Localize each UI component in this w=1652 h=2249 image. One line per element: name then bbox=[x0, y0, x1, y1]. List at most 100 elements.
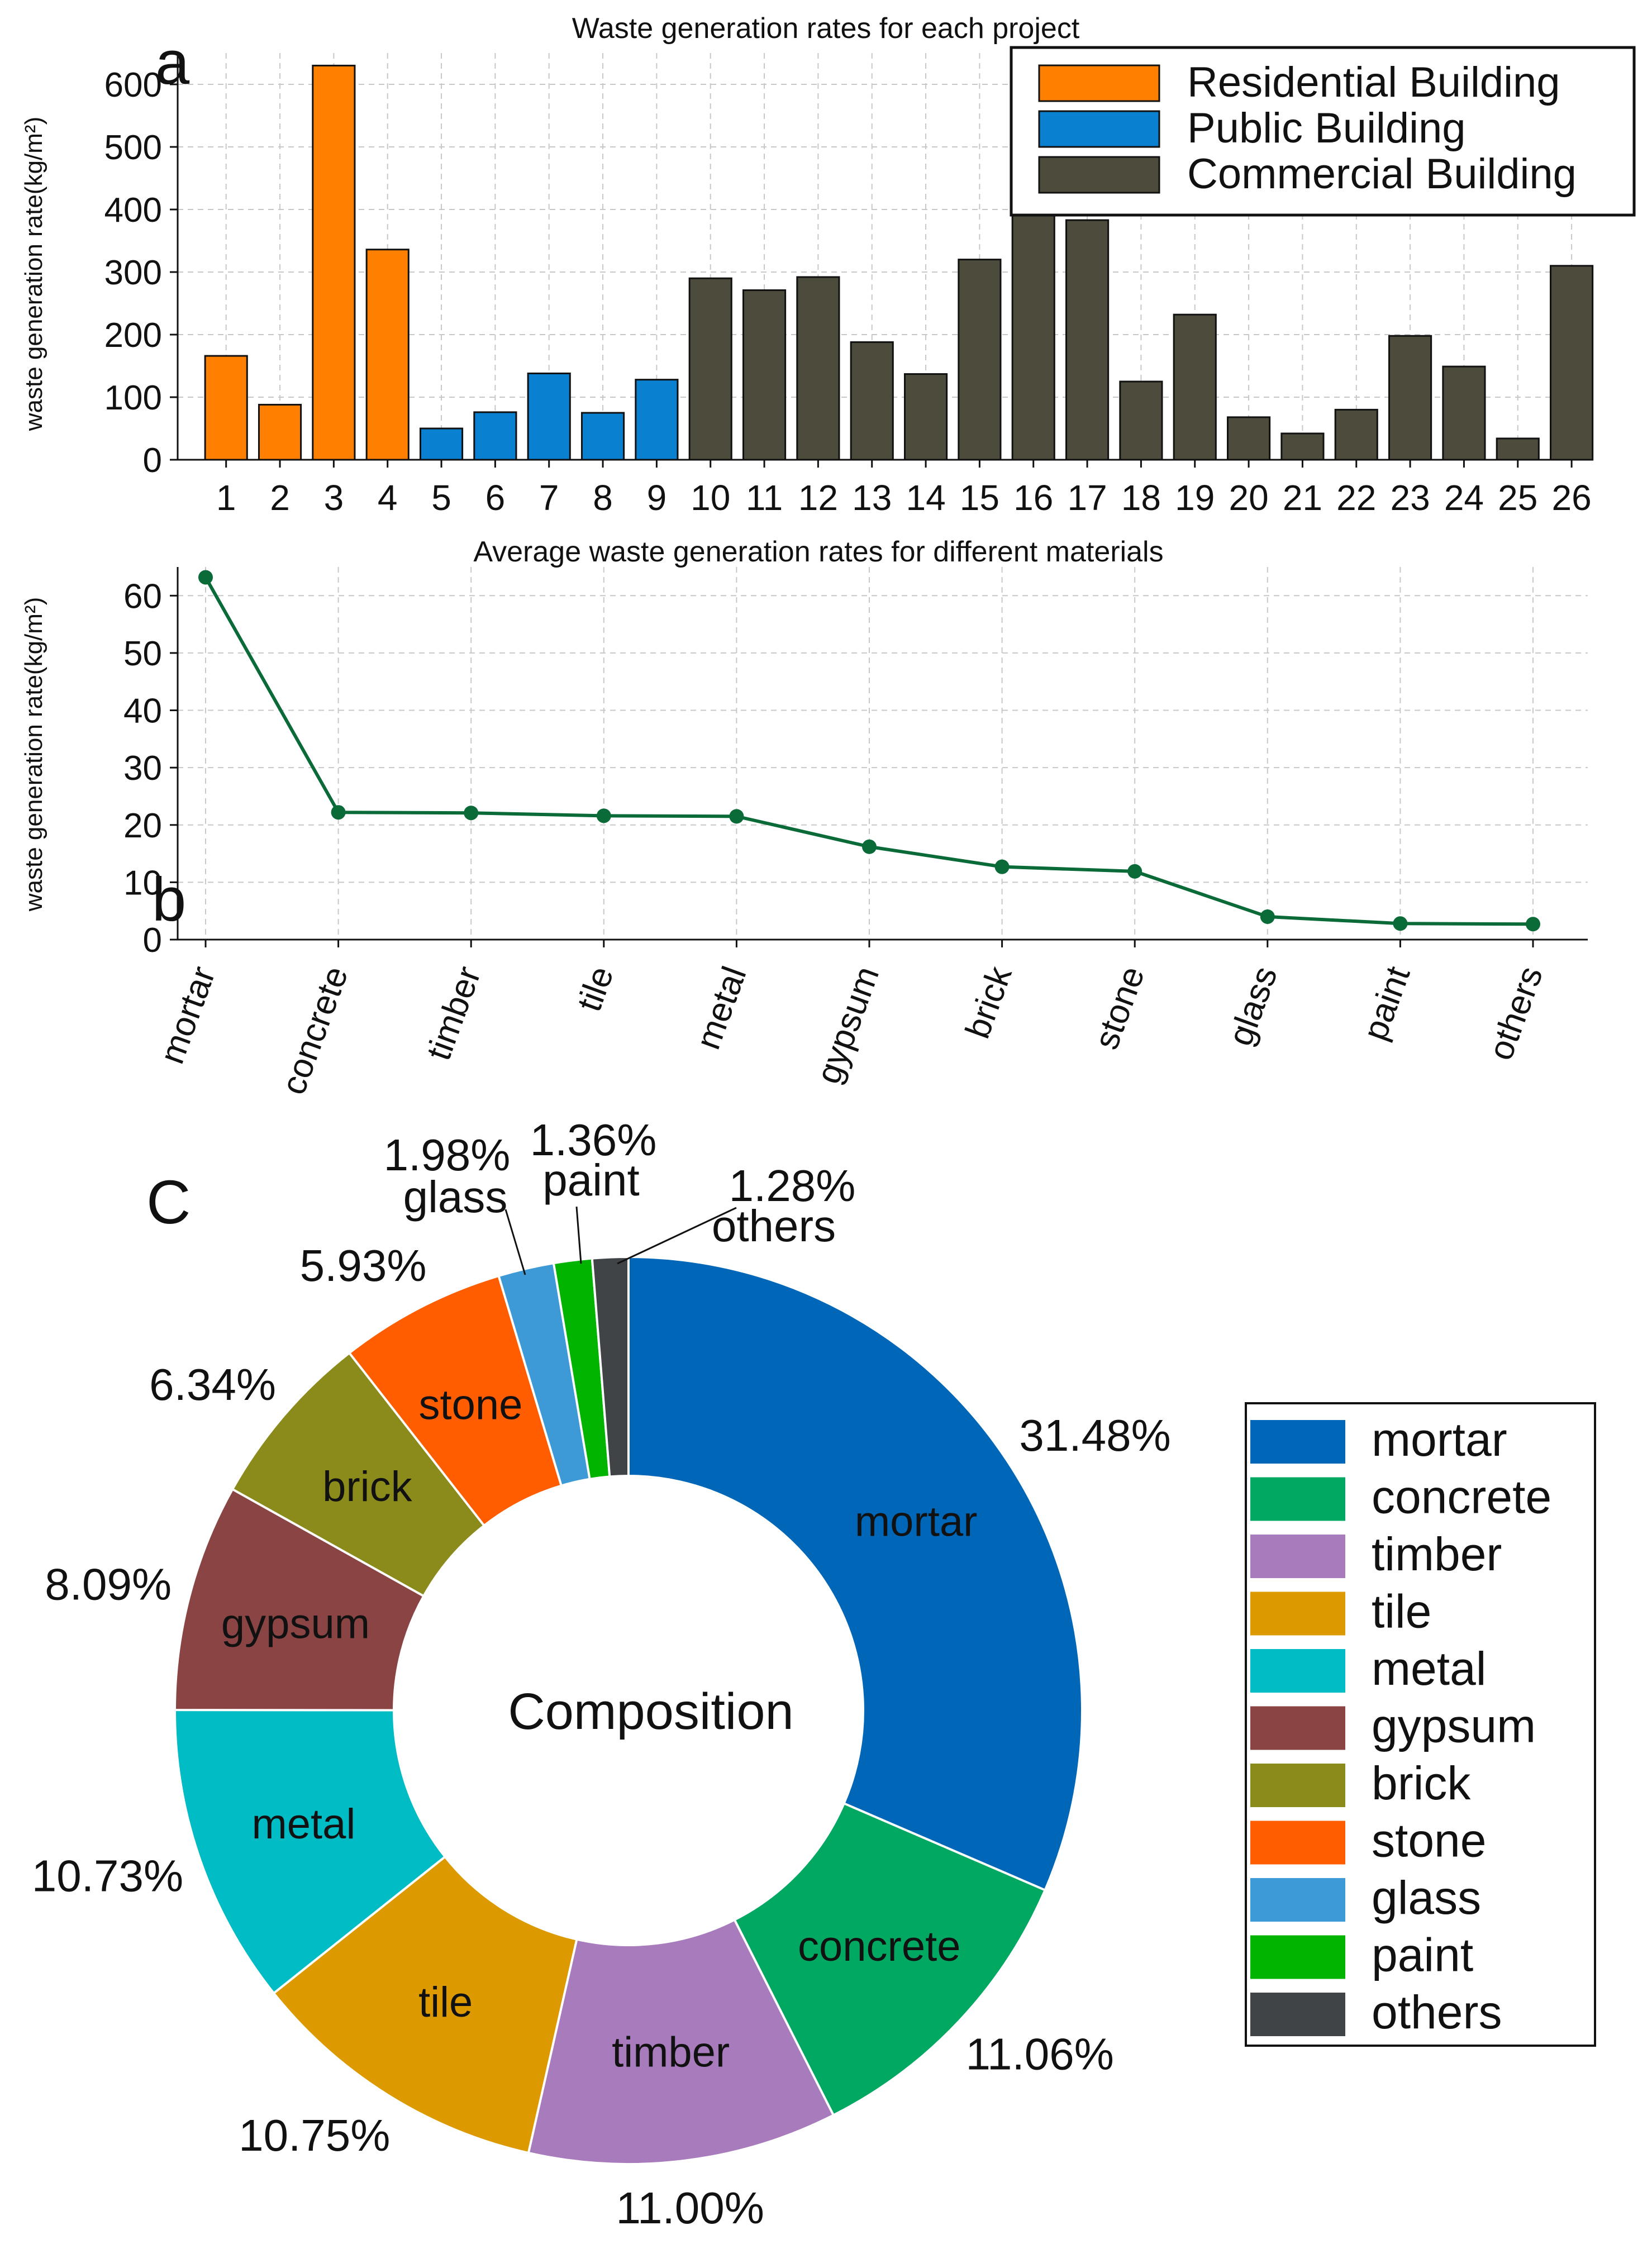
legend-label-concrete: concrete bbox=[1372, 1471, 1551, 1523]
legend-label-mortar: mortar bbox=[1372, 1413, 1507, 1466]
bar-project-9 bbox=[635, 379, 679, 461]
leader-others bbox=[617, 1207, 737, 1265]
slice-pct-gypsum: 8.09% bbox=[45, 1559, 172, 1609]
y-tick-label: 10 bbox=[123, 864, 162, 902]
x-tick-label: 11 bbox=[746, 478, 783, 518]
point-timber bbox=[464, 806, 479, 821]
x-tick-label: gypsum bbox=[809, 961, 887, 1089]
x-tick-label: paint bbox=[1356, 961, 1418, 1045]
donut-slices bbox=[173, 1255, 1083, 2165]
y-tick-label: 0 bbox=[143, 441, 162, 480]
x-tick-label: 22 bbox=[1336, 478, 1376, 518]
bar-project-16 bbox=[1011, 200, 1055, 461]
panel-b-axes bbox=[177, 567, 1588, 941]
x-tick-label: 14 bbox=[906, 478, 945, 518]
legend-swatch-0 bbox=[1038, 64, 1160, 102]
donut-percent-labels: 31.48% 11.06% 11.00% 10.75% 10.73% 8.09% 6.34%… bbox=[32, 1115, 1171, 2233]
x-tick-label: 12 bbox=[798, 478, 838, 518]
slice-timber bbox=[527, 1918, 835, 2165]
bar-project-11 bbox=[742, 289, 787, 461]
bar-project-7 bbox=[527, 372, 571, 461]
slice-name-metal: metal bbox=[251, 1800, 355, 1848]
legend-swatch-1 bbox=[1038, 110, 1160, 148]
legend-swatch-others bbox=[1250, 1993, 1345, 2036]
bar-chart-panel: a Waste generation rates for each projec… bbox=[20, 12, 1636, 518]
slice-name-stone: stone bbox=[418, 1381, 522, 1429]
panel-b-grid bbox=[178, 567, 1588, 940]
bar-project-21 bbox=[1280, 432, 1325, 461]
y-tick-label: 100 bbox=[104, 379, 162, 417]
panel-c-label: C bbox=[146, 1168, 191, 1237]
x-tick-label: 25 bbox=[1498, 478, 1537, 518]
legend-label-metal: metal bbox=[1372, 1642, 1486, 1695]
point-concrete bbox=[331, 805, 346, 820]
donut-center-label: Composition bbox=[508, 1683, 793, 1740]
slice-name-paint: paint bbox=[542, 1155, 639, 1205]
slice-metal bbox=[174, 1708, 447, 1995]
bar-project-13 bbox=[850, 341, 894, 461]
x-tick-label: 24 bbox=[1444, 478, 1484, 518]
bar-project-5 bbox=[419, 427, 464, 461]
panel-a-label: a bbox=[155, 28, 190, 97]
bar-project-4 bbox=[365, 249, 410, 461]
panel-a-title: Waste generation rates for each project bbox=[572, 12, 1080, 45]
bar-project-14 bbox=[903, 373, 948, 461]
donut-legend: mortarconcretetimbertilemetalgypsumbrick… bbox=[1245, 1402, 1596, 2047]
bar-project-15 bbox=[958, 259, 1002, 461]
slice-name-brick: brick bbox=[322, 1463, 412, 1511]
x-tick-label: metal bbox=[689, 961, 754, 1054]
bar-project-22 bbox=[1334, 408, 1378, 461]
x-tick-label: 20 bbox=[1229, 478, 1268, 518]
panel-b-ylabel: waste generation rate(kg/m²) bbox=[20, 597, 47, 912]
legend-label-timber: timber bbox=[1372, 1528, 1502, 1580]
slice-others bbox=[591, 1255, 630, 1478]
bar-project-25 bbox=[1496, 437, 1540, 461]
y-tick-label: 200 bbox=[104, 316, 162, 355]
point-others bbox=[1526, 917, 1540, 932]
leader-glass bbox=[504, 1209, 526, 1275]
slice-pct-paint: 1.36% bbox=[530, 1115, 657, 1165]
legend-label-2: Commercial Building bbox=[1187, 150, 1577, 198]
panel-a-axes bbox=[177, 53, 1588, 461]
x-tick-label: 10 bbox=[691, 478, 730, 518]
bar-project-26 bbox=[1550, 265, 1594, 461]
x-tick-label: glass bbox=[1221, 961, 1285, 1051]
x-tick-label: timber bbox=[420, 961, 489, 1065]
slice-name-mortar: mortar bbox=[855, 1498, 978, 1545]
line-chart-panel: b Average waste generation rates for dif… bbox=[20, 536, 1588, 1099]
x-tick-label: 9 bbox=[647, 478, 667, 518]
panel-b-label: b bbox=[152, 865, 186, 934]
slice-name-concrete: concrete bbox=[798, 1923, 961, 1970]
donut-chart-panel: C mortarconcretetimbertilemetalgypsumbri… bbox=[32, 1115, 1596, 2233]
point-mortar bbox=[198, 570, 213, 585]
slice-concrete bbox=[733, 1802, 1047, 2117]
x-tick-label: 2 bbox=[270, 478, 290, 518]
slice-pct-metal: 10.73% bbox=[32, 1851, 183, 1901]
x-tick-label: mortar bbox=[153, 961, 223, 1069]
legend-label-brick: brick bbox=[1372, 1757, 1471, 1809]
donut-inner-labels: mortar concrete timber tile metal gypsum brick… bbox=[221, 1155, 978, 2076]
legend-swatch-metal bbox=[1250, 1649, 1345, 1693]
x-tick-label: 3 bbox=[324, 478, 344, 518]
x-tick-label: 6 bbox=[485, 478, 506, 518]
slice-pct-timber: 11.00% bbox=[616, 2183, 764, 2233]
legend-swatch-tile bbox=[1250, 1592, 1345, 1636]
legend-label-gypsum: gypsum bbox=[1372, 1700, 1536, 1752]
legend-label-stone: stone bbox=[1372, 1814, 1487, 1867]
legend-swatch-gypsum bbox=[1250, 1706, 1345, 1750]
x-tick-label: others bbox=[1481, 961, 1550, 1065]
bar-project-20 bbox=[1227, 416, 1271, 461]
legend-label-tile: tile bbox=[1372, 1585, 1431, 1638]
x-tick-label: 19 bbox=[1175, 478, 1215, 518]
x-tick-label: 13 bbox=[852, 478, 892, 518]
bar-project-10 bbox=[688, 277, 732, 461]
point-paint bbox=[1393, 916, 1408, 931]
x-tick-label: 23 bbox=[1390, 478, 1430, 518]
slice-mortar bbox=[627, 1255, 1083, 1892]
legend-swatch-paint bbox=[1250, 1935, 1345, 1979]
slice-pct-glass: 1.98% bbox=[384, 1130, 511, 1180]
y-tick-label: 50 bbox=[123, 635, 162, 673]
slice-name-glass: glass bbox=[403, 1172, 508, 1222]
x-tick-label: 7 bbox=[539, 478, 559, 518]
